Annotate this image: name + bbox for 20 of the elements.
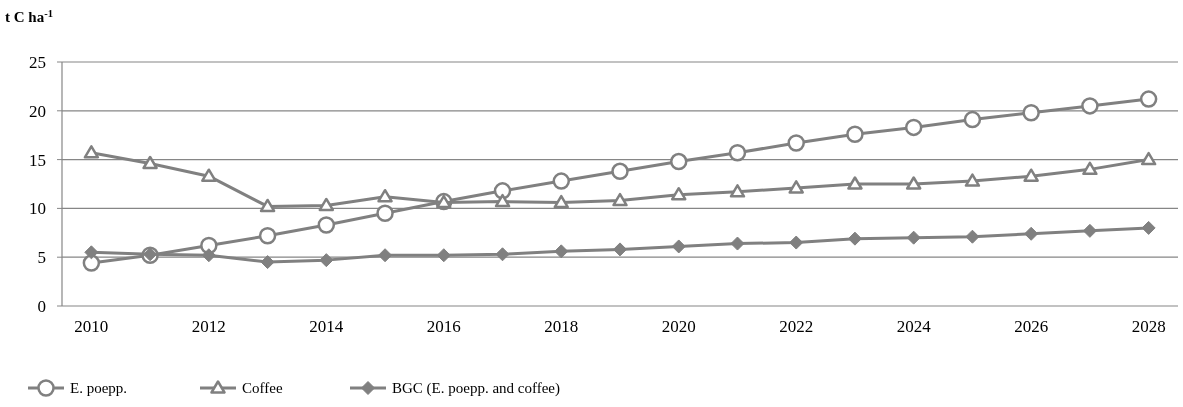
- x-tick-label: 2020: [661, 317, 696, 336]
- x-tick-label: 2014: [309, 317, 344, 336]
- y-tick-label: 10: [29, 199, 46, 219]
- x-tick-label: 2012: [191, 317, 226, 336]
- y-tick-label: 0: [37, 296, 46, 316]
- legend-label: Coffee: [242, 380, 283, 397]
- legend-label: BGC (E. poepp. and coffee): [392, 380, 561, 398]
- x-tick-label: 2026: [1014, 317, 1049, 336]
- x-tick-label: 2022: [779, 317, 814, 336]
- legend-label: E. poepp.: [70, 380, 128, 397]
- x-tick-label: 2016: [426, 317, 461, 336]
- y-tick-label: 5: [37, 248, 46, 268]
- x-tick-label: 2024: [896, 317, 932, 336]
- y-tick-label: 25: [29, 52, 46, 72]
- y-tick-label: 15: [29, 150, 46, 170]
- x-tick-label: 2018: [544, 317, 579, 336]
- x-tick-label: 2028: [1131, 317, 1166, 336]
- y-tick-label: 20: [29, 101, 46, 121]
- y-axis-title: t C ha$^{-1}$: [5, 7, 53, 25]
- x-tick-label: 2010: [74, 317, 109, 336]
